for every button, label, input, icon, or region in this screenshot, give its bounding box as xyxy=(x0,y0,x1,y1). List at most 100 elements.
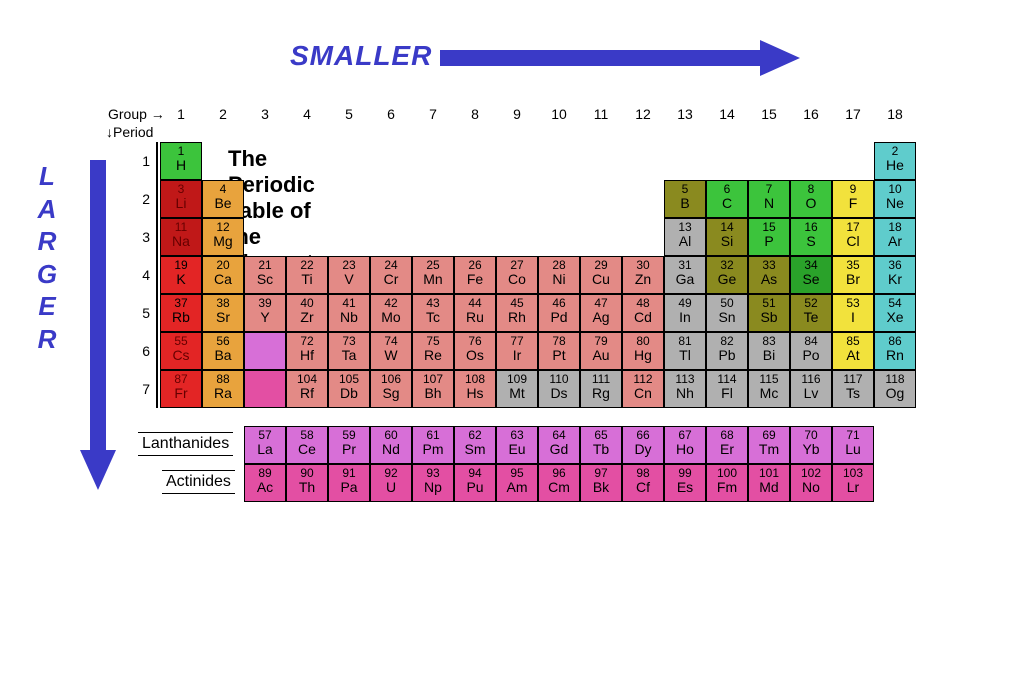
element-cell: 45Rh xyxy=(496,294,538,332)
element-cell: 91Pa xyxy=(328,464,370,502)
element-cell: 42Mo xyxy=(370,294,412,332)
element-cell: 95Am xyxy=(496,464,538,502)
element-cell: 96Cm xyxy=(538,464,580,502)
group-number: 10 xyxy=(538,106,580,122)
element-cell: 73Ta xyxy=(328,332,370,370)
larger-letter: A xyxy=(32,193,62,226)
element-cell: 15P xyxy=(748,218,790,256)
annotation-smaller: SMALLER xyxy=(290,40,432,72)
element-cell: 89Ac xyxy=(244,464,286,502)
element-cell: 63Eu xyxy=(496,426,538,464)
group-number: 14 xyxy=(706,106,748,122)
element-cell: 47Ag xyxy=(580,294,622,332)
element-cell: 52Te xyxy=(790,294,832,332)
group-number: 9 xyxy=(496,106,538,122)
group-number: 11 xyxy=(580,106,622,122)
element-cell: 21Sc xyxy=(244,256,286,294)
element-cell: 40Zr xyxy=(286,294,328,332)
element-cell: 76Os xyxy=(454,332,496,370)
element-cell: 84Po xyxy=(790,332,832,370)
actinides-label: Actinides xyxy=(162,470,235,494)
element-cell: 12Mg xyxy=(202,218,244,256)
group-number: 8 xyxy=(454,106,496,122)
group-number: 3 xyxy=(244,106,286,122)
element-cell: 80Hg xyxy=(622,332,664,370)
element-cell: 44Ru xyxy=(454,294,496,332)
element-cell: 118Og xyxy=(874,370,916,408)
element-cell: 98Cf xyxy=(622,464,664,502)
period-number: 4 xyxy=(136,267,150,283)
element-cell: 23V xyxy=(328,256,370,294)
element-cell: 57La xyxy=(244,426,286,464)
element-cell: 114Fl xyxy=(706,370,748,408)
element-cell: 33As xyxy=(748,256,790,294)
element-cell: 26Fe xyxy=(454,256,496,294)
element-cell: 11Na xyxy=(160,218,202,256)
element-cell: 1H xyxy=(160,142,202,180)
element-cell: 99Es xyxy=(664,464,706,502)
element-cell: 18Ar xyxy=(874,218,916,256)
element-cell: 48Cd xyxy=(622,294,664,332)
element-cell: 36Kr xyxy=(874,256,916,294)
element-cell: 112Cn xyxy=(622,370,664,408)
element-cell: 65Tb xyxy=(580,426,622,464)
element-cell: 61Pm xyxy=(412,426,454,464)
element-cell: 81Tl xyxy=(664,332,706,370)
element-cell: 116Lv xyxy=(790,370,832,408)
group-number: 1 xyxy=(160,106,202,122)
element-cell: 54Xe xyxy=(874,294,916,332)
period-number: 5 xyxy=(136,305,150,321)
element-cell: 75Re xyxy=(412,332,454,370)
larger-letter: E xyxy=(32,290,62,323)
element-cell: 62Sm xyxy=(454,426,496,464)
group-number: 5 xyxy=(328,106,370,122)
group-number: 15 xyxy=(748,106,790,122)
element-cell: 29Cu xyxy=(580,256,622,294)
group-number: 17 xyxy=(832,106,874,122)
element-cell: 59Pr xyxy=(328,426,370,464)
element-cell: 100Fm xyxy=(706,464,748,502)
element-cell: 9F xyxy=(832,180,874,218)
element-cell: 22Ti xyxy=(286,256,328,294)
element-cell: 25Mn xyxy=(412,256,454,294)
period-number: 3 xyxy=(136,229,150,245)
period-number: 2 xyxy=(136,191,150,207)
element-cell: 34Se xyxy=(790,256,832,294)
arrow-down-icon xyxy=(80,160,116,490)
element-cell: 104Rf xyxy=(286,370,328,408)
element-cell: 83Bi xyxy=(748,332,790,370)
element-cell: 113Nh xyxy=(664,370,706,408)
element-cell: 86Rn xyxy=(874,332,916,370)
group-number: 16 xyxy=(790,106,832,122)
element-cell: 56Ba xyxy=(202,332,244,370)
period-number: 1 xyxy=(136,153,150,169)
larger-letter: L xyxy=(32,160,62,193)
element-cell: 77Ir xyxy=(496,332,538,370)
larger-letter: G xyxy=(32,258,62,291)
element-cell: 43Tc xyxy=(412,294,454,332)
element-cell: 7N xyxy=(748,180,790,218)
element-cell: 66Dy xyxy=(622,426,664,464)
element-cell: 20Ca xyxy=(202,256,244,294)
element-cell: 108Hs xyxy=(454,370,496,408)
element-cell: 105Db xyxy=(328,370,370,408)
lanthanides-label: Lanthanides xyxy=(138,432,233,456)
element-cell: 88Ra xyxy=(202,370,244,408)
element-cell: 93Np xyxy=(412,464,454,502)
element-cell: 87Fr xyxy=(160,370,202,408)
element-cell: 8O xyxy=(790,180,832,218)
group-number: 6 xyxy=(370,106,412,122)
element-cell: 85At xyxy=(832,332,874,370)
period-number: 7 xyxy=(136,381,150,397)
element-cell: 67Ho xyxy=(664,426,706,464)
element-cell: 37Rb xyxy=(160,294,202,332)
group-number: 4 xyxy=(286,106,328,122)
element-cell: 94Pu xyxy=(454,464,496,502)
element-cell: 10Ne xyxy=(874,180,916,218)
element-cell: 46Pd xyxy=(538,294,580,332)
element-cell: 19K xyxy=(160,256,202,294)
element-cell: 107Bh xyxy=(412,370,454,408)
element-cell: 32Ge xyxy=(706,256,748,294)
element-cell: 71Lu xyxy=(832,426,874,464)
element-cell: 58Ce xyxy=(286,426,328,464)
